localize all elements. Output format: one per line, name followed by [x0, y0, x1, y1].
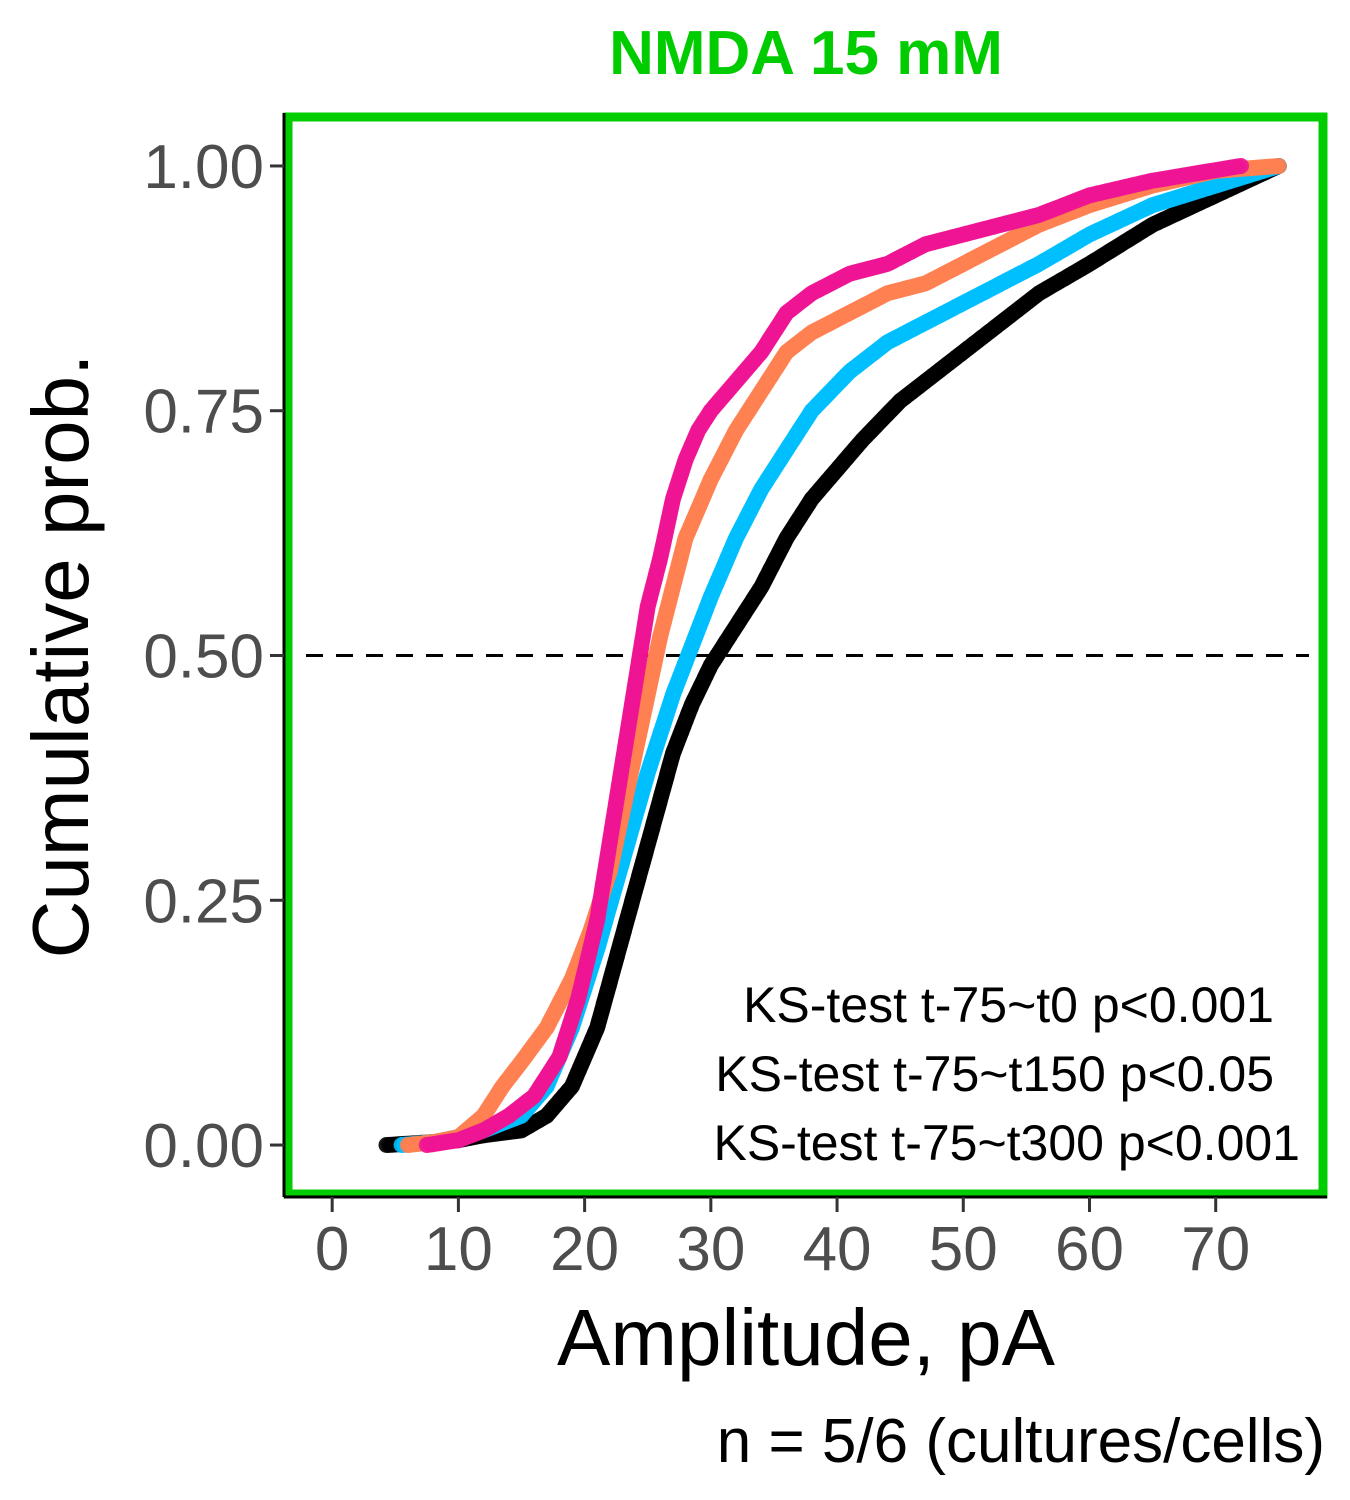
x-tick-label: 0 [315, 1215, 349, 1284]
x-tick-label: 60 [1055, 1215, 1124, 1284]
y-tick-label: 0.25 [143, 867, 264, 936]
y-tick-label: 0.75 [143, 378, 264, 447]
y-tick-label: 0.00 [143, 1112, 264, 1181]
x-axis-title: Amplitude, pA [557, 1293, 1056, 1382]
sample-size-footnote: n = 5/6 (cultures/cells) [717, 1407, 1325, 1476]
y-tick-label: 1.00 [143, 133, 264, 202]
y-axis: 0.00 0.25 0.50 0.75 1.00 [143, 113, 286, 1197]
x-tick-label: 20 [550, 1215, 619, 1284]
ks-test-annotation-2: KS-test t-75~t150 p<0.05 [715, 1046, 1274, 1102]
series-2-point [1270, 158, 1287, 174]
x-axis: 0 10 20 30 40 50 60 70 [284, 1195, 1327, 1284]
series-3-point [1233, 158, 1249, 174]
series-1 [393, 158, 1287, 1153]
chart-title: NMDA 15 mM [609, 19, 1003, 88]
ks-test-annotation-1: KS-test t-75~t0 p<0.001 [743, 977, 1274, 1033]
ks-test-annotation-3: KS-test t-75~t300 p<0.001 [713, 1115, 1300, 1171]
x-tick-label: 30 [676, 1215, 745, 1284]
x-tick-label: 10 [424, 1215, 493, 1284]
x-tick-label: 50 [929, 1215, 998, 1284]
plot-area [283, 112, 1328, 1199]
series-3 [418, 158, 1249, 1153]
y-axis-title: Cumulative prob. [16, 354, 105, 959]
y-tick-label: 0.50 [143, 623, 264, 692]
x-tick-label: 40 [803, 1215, 872, 1284]
panel-frame [283, 112, 1328, 1199]
x-tick-label: 70 [1181, 1215, 1250, 1284]
